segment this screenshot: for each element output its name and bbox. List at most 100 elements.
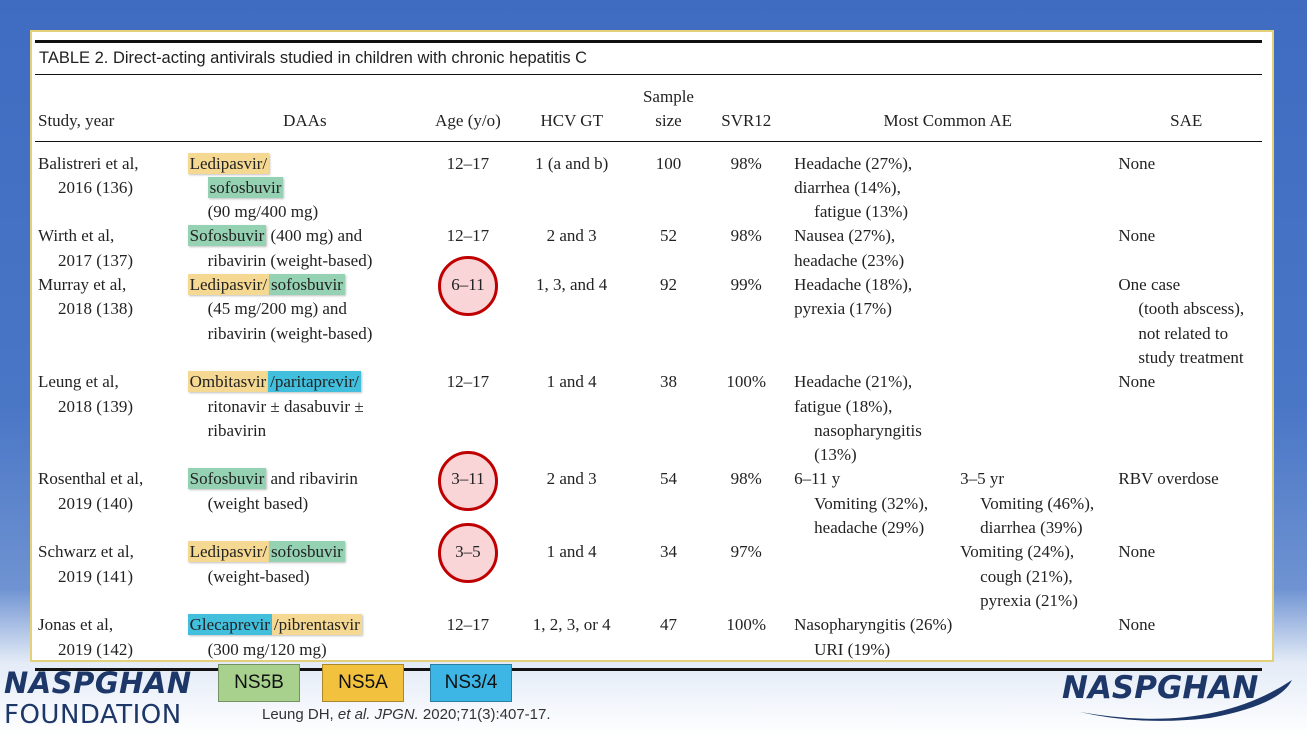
hcv-gt: 2 and 3	[546, 469, 597, 489]
daa-line: sofosbuvir	[188, 176, 422, 200]
daa-text: (300 mg/120 mg)	[207, 639, 327, 659]
ae-text: Vomiting (32%),	[814, 493, 929, 513]
ae-group: Nausea (27%), headache (23%)	[794, 224, 960, 273]
citation-part: et al. JPGN.	[337, 706, 419, 723]
sae-cell: None	[1110, 540, 1262, 613]
age-wrap: 12–17	[447, 152, 490, 176]
sae-cell: None	[1110, 224, 1262, 273]
logo-right: NASPGHAN	[1062, 670, 1292, 721]
hcv-gt: 1 and 4	[546, 372, 597, 392]
daa-cell: Ledipasvir/sofosbuvir (90 mg/400 mg)	[187, 152, 422, 225]
header-text: DAAs	[283, 111, 327, 131]
hcv-gt: 1 and 4	[546, 542, 597, 562]
svr12: 98%	[730, 469, 762, 489]
legend-box: NS5B	[218, 664, 300, 702]
svr12: 99%	[730, 275, 762, 295]
sae-text: None	[1118, 153, 1156, 173]
sample-size: 38	[659, 372, 677, 392]
daa-text: (weight-based)	[207, 566, 310, 586]
logo-left-line2: FOUNDATION	[4, 700, 182, 730]
daa-text: and ribavirin	[266, 469, 358, 489]
daa-line: (300 mg/120 mg)	[188, 638, 422, 662]
daa-highlight: Ledipasvir/	[187, 541, 270, 563]
daa-line: (weight based)	[188, 492, 422, 516]
citation-part: Leung DH,	[262, 706, 338, 723]
daa-text: (90 mg/400 mg)	[207, 202, 319, 222]
daa-text: ribavirin (weight-based)	[207, 250, 373, 270]
svr12: 100%	[726, 372, 767, 392]
daa-highlight: sofosbuvir	[269, 274, 345, 296]
study-text: 2019 (142)	[58, 639, 134, 659]
logo-swoosh	[1080, 680, 1292, 721]
ae-text: diarrhea (39%)	[980, 518, 1083, 538]
daa-line: Ombitasvir/paritaprevir/	[187, 370, 422, 394]
hcv-gt: 1 (a and b)	[535, 153, 609, 173]
study-cell: Jonas et al, 2019 (142)	[35, 613, 188, 662]
study-text: 2018 (138)	[58, 299, 134, 319]
study-text: Jonas et al,	[38, 615, 114, 635]
sae-text: not related to	[1138, 323, 1229, 343]
hcv-gt: 1, 2, 3, or 4	[532, 615, 611, 635]
header-text: Age (y/o)	[435, 111, 501, 131]
sae-text: None	[1118, 226, 1156, 246]
daa-highlight: Sofosbuvir	[187, 468, 267, 490]
ae-cell: Nasopharyngitis (26%) URI (19%)	[785, 613, 1110, 662]
study-text: Schwarz et al,	[38, 542, 134, 562]
study-text: 2016 (136)	[58, 177, 134, 197]
age-cell: 3–11	[422, 450, 514, 540]
svr12: 97%	[730, 542, 762, 562]
age-cell: 6–11	[422, 256, 514, 370]
sae-text: One case	[1118, 275, 1181, 295]
ae-cell: Vomiting (24%), cough (21%), pyrexia (21%)	[785, 540, 1110, 613]
age-wrap: 3–11	[437, 450, 498, 511]
sae-text: study treatment	[1138, 347, 1244, 367]
age-cell: 12–17	[422, 370, 514, 467]
daa-highlight: Ledipasvir/	[187, 152, 270, 174]
svr12: 98%	[730, 153, 762, 173]
age-cell: 12–17	[422, 224, 514, 273]
daa-line: (45 mg/200 mg) and	[188, 297, 422, 321]
study-text: 2018 (139)	[58, 396, 134, 416]
daa-highlight: Glecaprevir	[187, 614, 272, 636]
header-cell: DAAs	[188, 109, 422, 133]
daa-line: (90 mg/400 mg)	[188, 200, 422, 224]
hcv-gt: 2 and 3	[546, 226, 597, 246]
ae-group: Headache (21%), fatigue (18%), nasopharyn…	[794, 370, 960, 467]
ae-group: Headache (18%), pyrexia (17%)	[794, 273, 960, 370]
daa-line: (weight-based)	[188, 565, 422, 589]
table-title: TABLE 2. Direct-acting antivirals studie…	[35, 43, 1262, 75]
study-text: Rosenthal et al,	[38, 469, 144, 489]
table-row: Rosenthal et al, 2019 (140) Sofosbuvir and…	[35, 450, 1262, 540]
ae-text: fatigue (13%)	[814, 202, 909, 222]
daa-line: ritonavir ± dasabuvir ±	[188, 395, 422, 419]
ae-group	[794, 540, 960, 613]
age-wrap: 12–17	[447, 224, 490, 248]
age-cell: 3–5	[422, 523, 514, 613]
header-text: Study, year	[38, 111, 115, 131]
daa-line: Sofosbuvir and ribavirin	[187, 467, 422, 491]
svr12: 98%	[730, 226, 762, 246]
sample-size: 100	[655, 153, 682, 173]
table-row: Leung et al, 2018 (139) Ombitasvir/paritap…	[35, 370, 1262, 467]
citation: Leung DH, et al. JPGN. 2020;71(3):407-17…	[262, 706, 551, 723]
ae-text: Headache (27%), diarrhea (14%),	[794, 153, 913, 197]
ae-text: Nasopharyngitis (26%)	[794, 615, 953, 635]
sae-cell: One case (tooth abscess), not related to st…	[1110, 273, 1262, 370]
sae-cell: None	[1110, 370, 1262, 467]
daa-line: Ledipasvir/sofosbuvir	[187, 273, 422, 297]
ae-cell: Nausea (27%), headache (23%)	[785, 224, 1110, 273]
ae-text: pyrexia (21%)	[980, 590, 1078, 610]
study-cell: Rosenthal et al, 2019 (140)	[35, 467, 188, 540]
study-cell: Leung et al, 2018 (139)	[35, 370, 188, 467]
ae-text: Vomiting (24%),	[960, 542, 1075, 562]
daa-text: ritonavir ± dasabuvir ±	[207, 396, 364, 416]
ae-text: 6–11 y	[794, 469, 841, 489]
hcv-gt: 1, 3, and 4	[536, 275, 608, 295]
study-cell: Murray et al, 2018 (138)	[35, 273, 188, 370]
sae-cell: RBV overdose	[1110, 467, 1262, 540]
sample-size: 52	[659, 226, 677, 246]
daa-text: (400 mg) and	[266, 226, 363, 246]
ae-text: cough (21%),	[980, 566, 1073, 586]
age-text: 12–17	[446, 153, 490, 173]
